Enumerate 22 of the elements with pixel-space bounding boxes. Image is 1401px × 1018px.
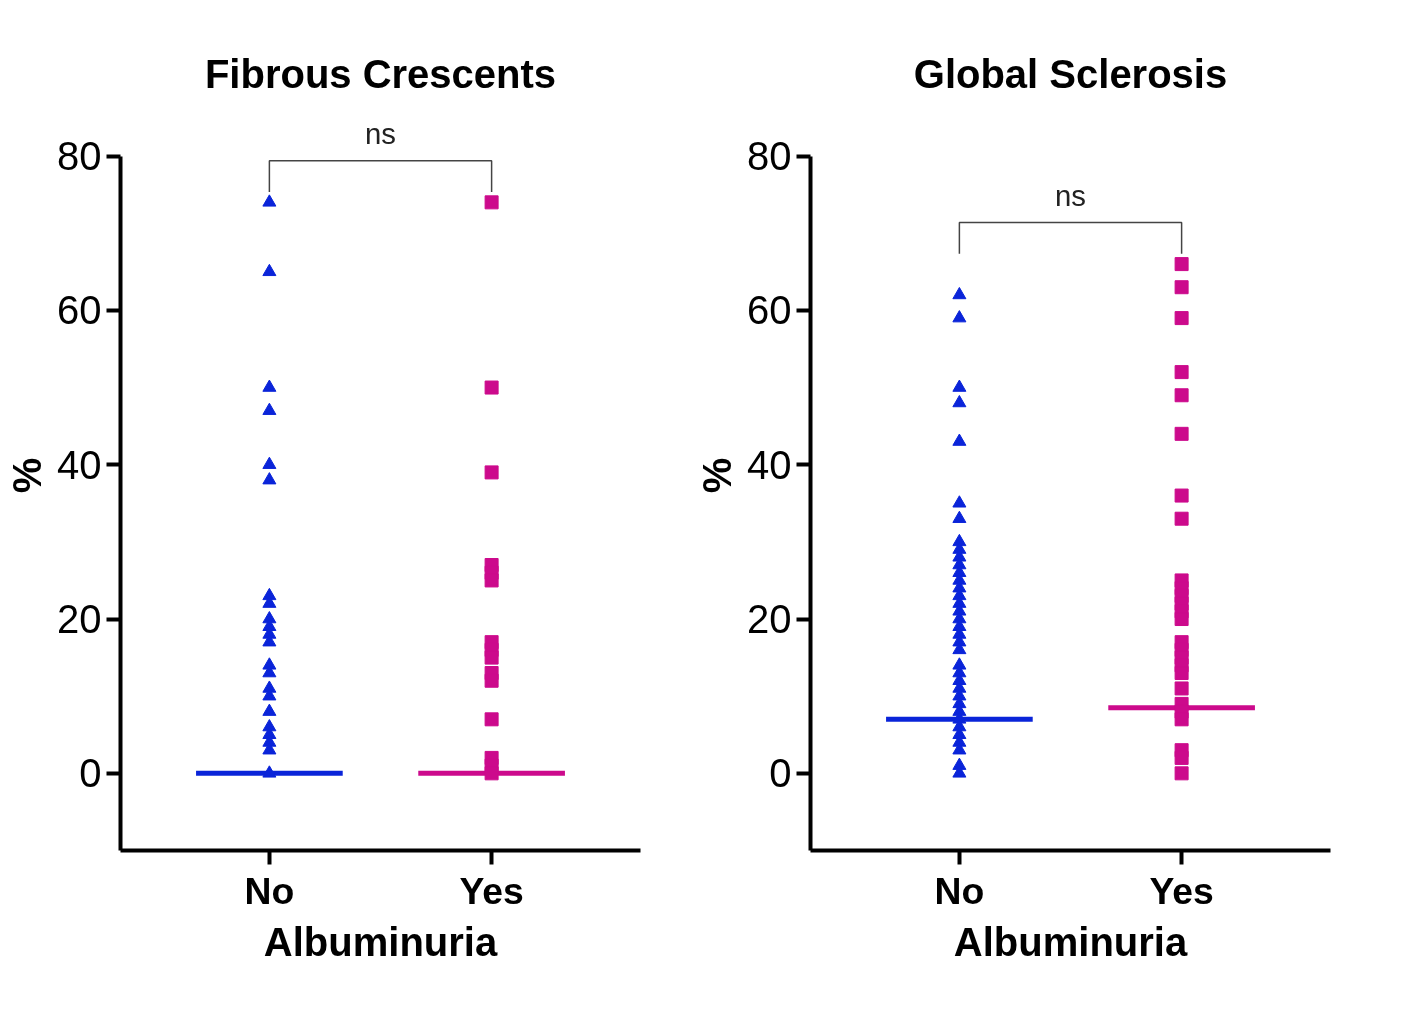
x-axis-title: Albuminuria [263, 919, 498, 964]
y-tick-label: 20 [57, 597, 102, 642]
y-tick-label: 0 [79, 751, 102, 796]
y-tick-label: 20 [747, 597, 792, 642]
y-tick-label: 60 [57, 288, 102, 333]
x-tick-label: Yes [459, 869, 524, 912]
x-tick-label: Yes [1149, 869, 1214, 912]
y-tick-label: 60 [747, 288, 792, 333]
y-tick-label: 0 [769, 751, 792, 796]
y-axis-title: % [695, 457, 740, 494]
x-tick-label: No [934, 869, 985, 912]
text: ns [365, 117, 396, 151]
x-tick-label: No [244, 869, 295, 912]
y-tick-label: 40 [747, 442, 792, 487]
chart-title: Global Sclerosis [913, 51, 1228, 96]
y-tick-label: 40 [57, 442, 102, 487]
y-axis-title: % [5, 457, 50, 494]
x-axis-title: Albuminuria [953, 919, 1188, 964]
annotation: ns [1055, 179, 1086, 212]
y-tick-label: 80 [747, 134, 792, 179]
chart-title: Fibrous Crescents [204, 51, 557, 96]
y-tick-label: 80 [57, 134, 102, 179]
